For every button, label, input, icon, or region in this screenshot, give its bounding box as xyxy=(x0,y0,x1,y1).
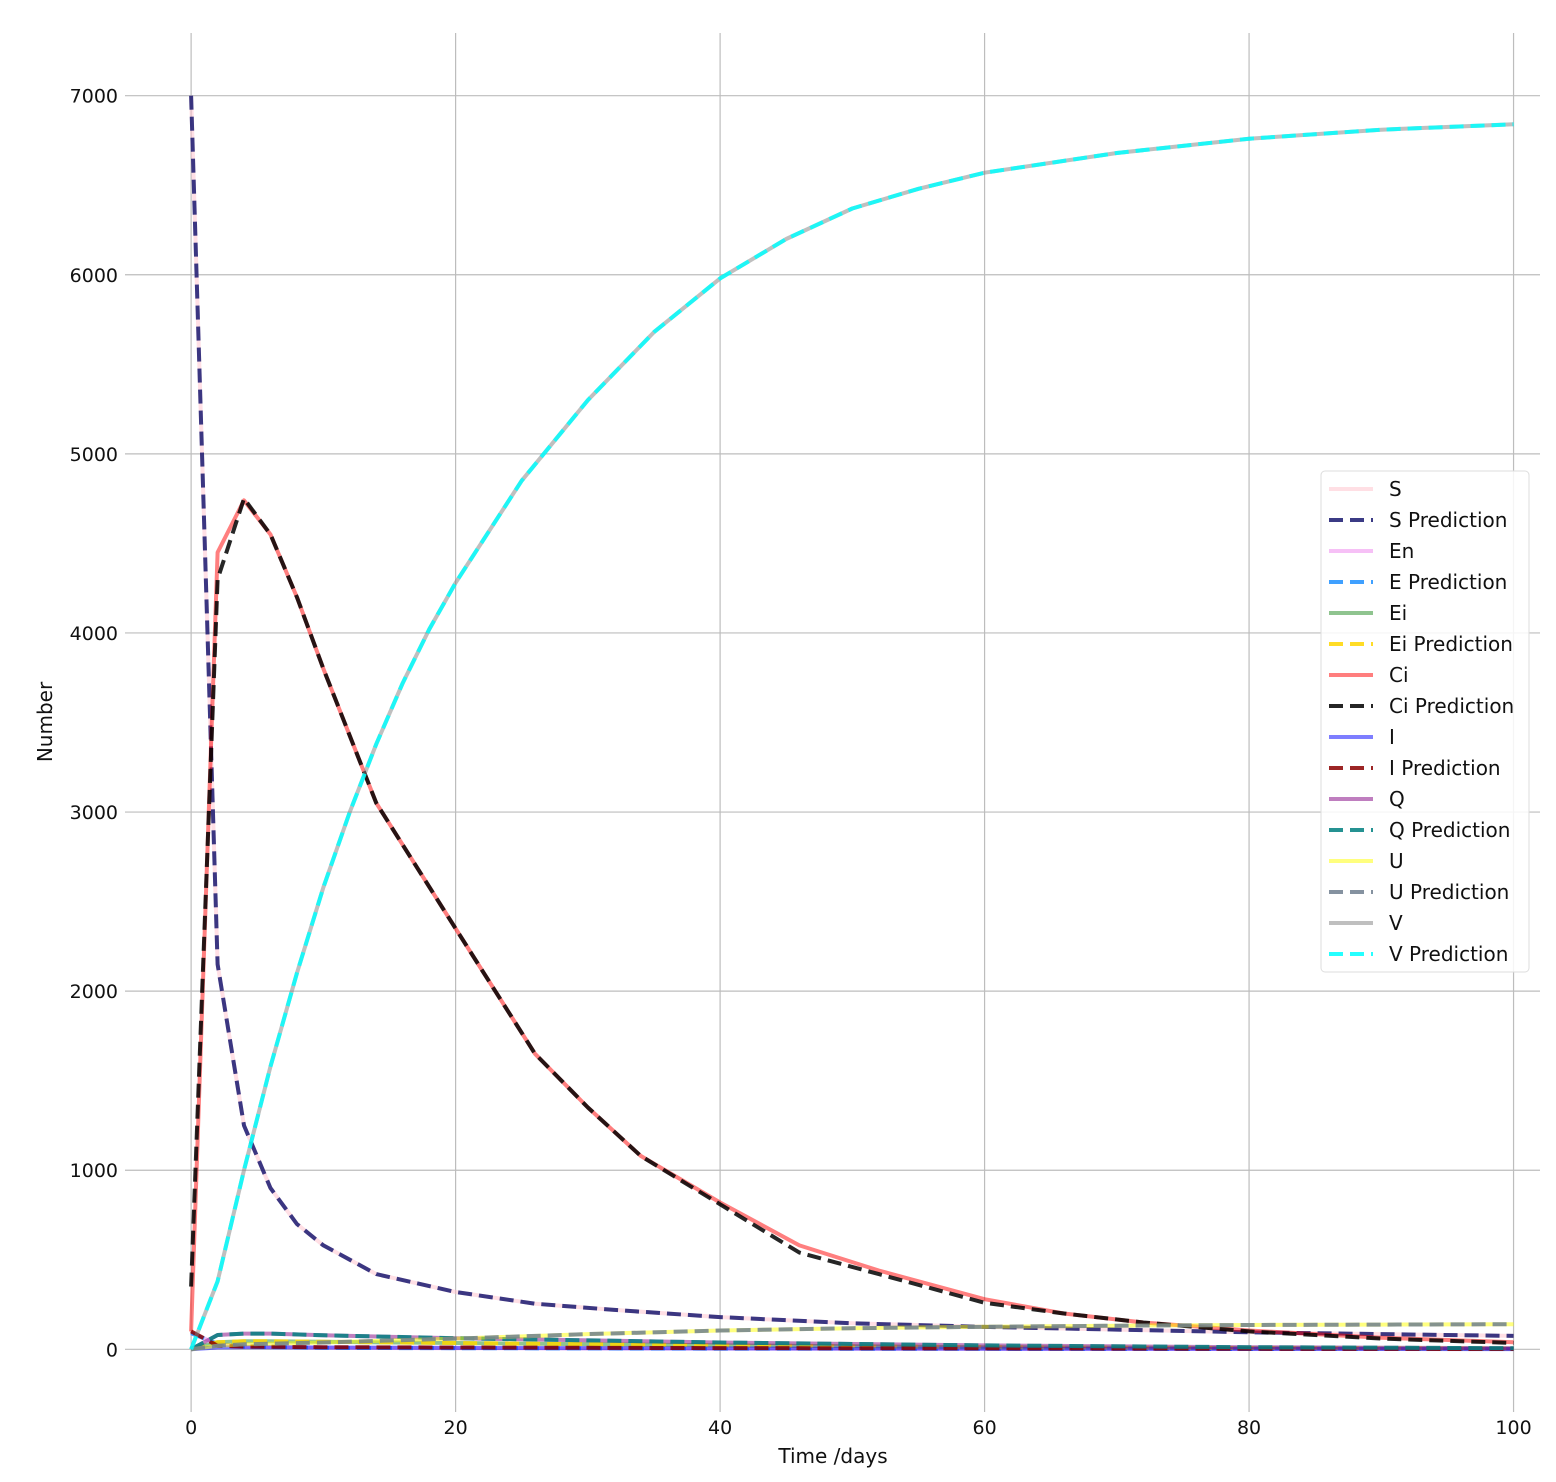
legend-label: Ci xyxy=(1389,663,1409,687)
y-tick-label: 7000 xyxy=(70,86,118,108)
legend: S S Prediction En E Prediction Ei Ei Predicti… xyxy=(1320,470,1530,973)
y-tick-label: 4000 xyxy=(70,623,118,645)
legend-label: S xyxy=(1389,477,1402,501)
y-tick-label: 1000 xyxy=(70,1160,118,1182)
legend-label: U Prediction xyxy=(1389,880,1509,904)
legend-label: S Prediction xyxy=(1389,508,1507,532)
x-tick-label: 20 xyxy=(444,1417,468,1439)
series-line xyxy=(189,122,1514,1351)
y-axis-label: Number xyxy=(33,681,57,762)
x-tick-label: 60 xyxy=(972,1417,996,1439)
y-tick-label: 5000 xyxy=(70,444,118,466)
legend-label: Ci Prediction xyxy=(1389,694,1514,718)
x-axis-label: Time /days xyxy=(777,1444,887,1468)
series-line xyxy=(190,1329,1514,1351)
series-line xyxy=(190,1322,1514,1352)
legend-label: E Prediction xyxy=(1389,570,1507,594)
legend-label: En xyxy=(1389,539,1414,563)
tick-labels: 0 20 40 60 80 1000100020003000400050006000700… xyxy=(70,86,1532,1439)
x-tick-label: 80 xyxy=(1237,1417,1261,1439)
x-tick-label: 100 xyxy=(1495,1417,1531,1439)
series-line xyxy=(189,95,1514,1338)
legend-label: U xyxy=(1389,849,1404,873)
legend-label: Ei Prediction xyxy=(1389,632,1513,656)
legend-label: V Prediction xyxy=(1389,942,1508,966)
series-lines xyxy=(189,95,1514,1352)
legend-label: I Prediction xyxy=(1389,756,1501,780)
legend-label: Q xyxy=(1389,787,1405,811)
y-tick-label: 3000 xyxy=(70,802,118,824)
x-tick-label: 40 xyxy=(708,1417,732,1439)
y-tick-label: 0 xyxy=(106,1339,118,1361)
y-tick-label: 2000 xyxy=(70,981,118,1003)
series-line xyxy=(189,498,1514,1345)
legend-label: V xyxy=(1389,911,1403,935)
y-tick-label: 6000 xyxy=(70,265,118,287)
series-line xyxy=(190,1331,1514,1352)
series-line xyxy=(189,496,1514,1345)
series-line xyxy=(189,122,1514,1351)
legend-label: I xyxy=(1389,725,1395,749)
legend-label: Q Prediction xyxy=(1389,818,1510,842)
legend-label: Ei xyxy=(1389,601,1407,625)
legend-box xyxy=(1320,470,1530,973)
x-tick-label: 0 xyxy=(185,1417,197,1439)
